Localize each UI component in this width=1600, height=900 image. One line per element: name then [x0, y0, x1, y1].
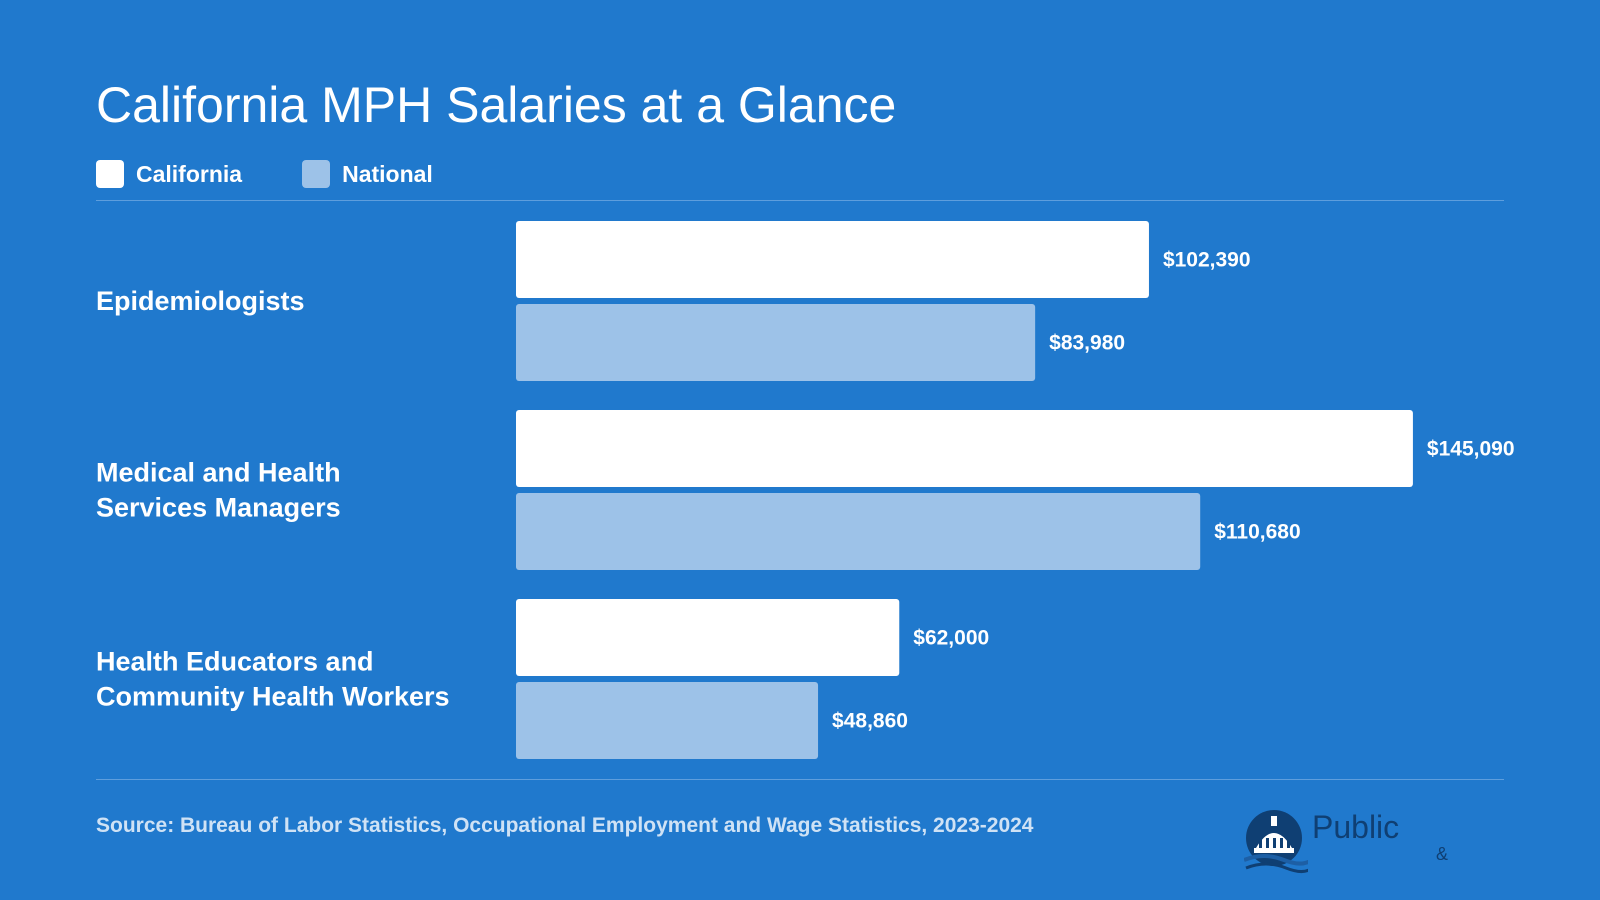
chart-legend: California National: [96, 158, 493, 190]
top-divider: [96, 200, 1504, 201]
bar-california-medical-and-health-services-managers: [516, 410, 1413, 487]
category-label-epidemiologists: Epidemiologists: [96, 286, 305, 316]
data-label-national-epidemiologists: $83,980: [1049, 332, 1125, 355]
legend-label-california: California: [136, 160, 243, 187]
chart-title: California MPH Salaries at a Glance: [96, 77, 897, 133]
legend-label-national: National: [342, 160, 433, 187]
bar-california-epidemiologists: [516, 221, 1149, 298]
data-label-california-epidemiologists: $102,390: [1163, 249, 1251, 272]
data-label-national-health-educators-and-community-health-workers: $48,860: [832, 710, 908, 733]
category-label-health-educators-and-community-health-workers: Health Educators and Community Health Wor…: [96, 647, 450, 712]
legend-item-national: National: [302, 160, 433, 188]
logo-wordmark: Public: [1312, 809, 1400, 845]
bar-national-medical-and-health-services-managers: [516, 493, 1201, 570]
capitol-dome-icon: [1243, 810, 1316, 873]
legend-swatch-california: [96, 160, 124, 188]
logo-ampersand: &: [1436, 844, 1449, 864]
bottom-divider: [96, 779, 1504, 780]
source-note: Source: Bureau of Labor Statistics, Occu…: [96, 814, 1034, 837]
legend-item-california: California: [96, 160, 242, 188]
data-label-california-medical-and-health-services-managers: $145,090: [1427, 438, 1515, 461]
bar-california-health-educators-and-community-health-workers: [516, 599, 900, 676]
publisher-logo: Public &: [1243, 808, 1504, 874]
bar-national-health-educators-and-community-health-workers: [516, 682, 819, 759]
data-label-california-health-educators-and-community-health-workers: $62,000: [913, 627, 989, 650]
category-label-medical-and-health-services-managers: Medical and Health Services Managers: [96, 458, 341, 523]
bar-national-epidemiologists: [516, 304, 1036, 381]
legend-swatch-national: [302, 160, 331, 188]
data-label-national-medical-and-health-services-managers: $110,680: [1214, 521, 1300, 544]
